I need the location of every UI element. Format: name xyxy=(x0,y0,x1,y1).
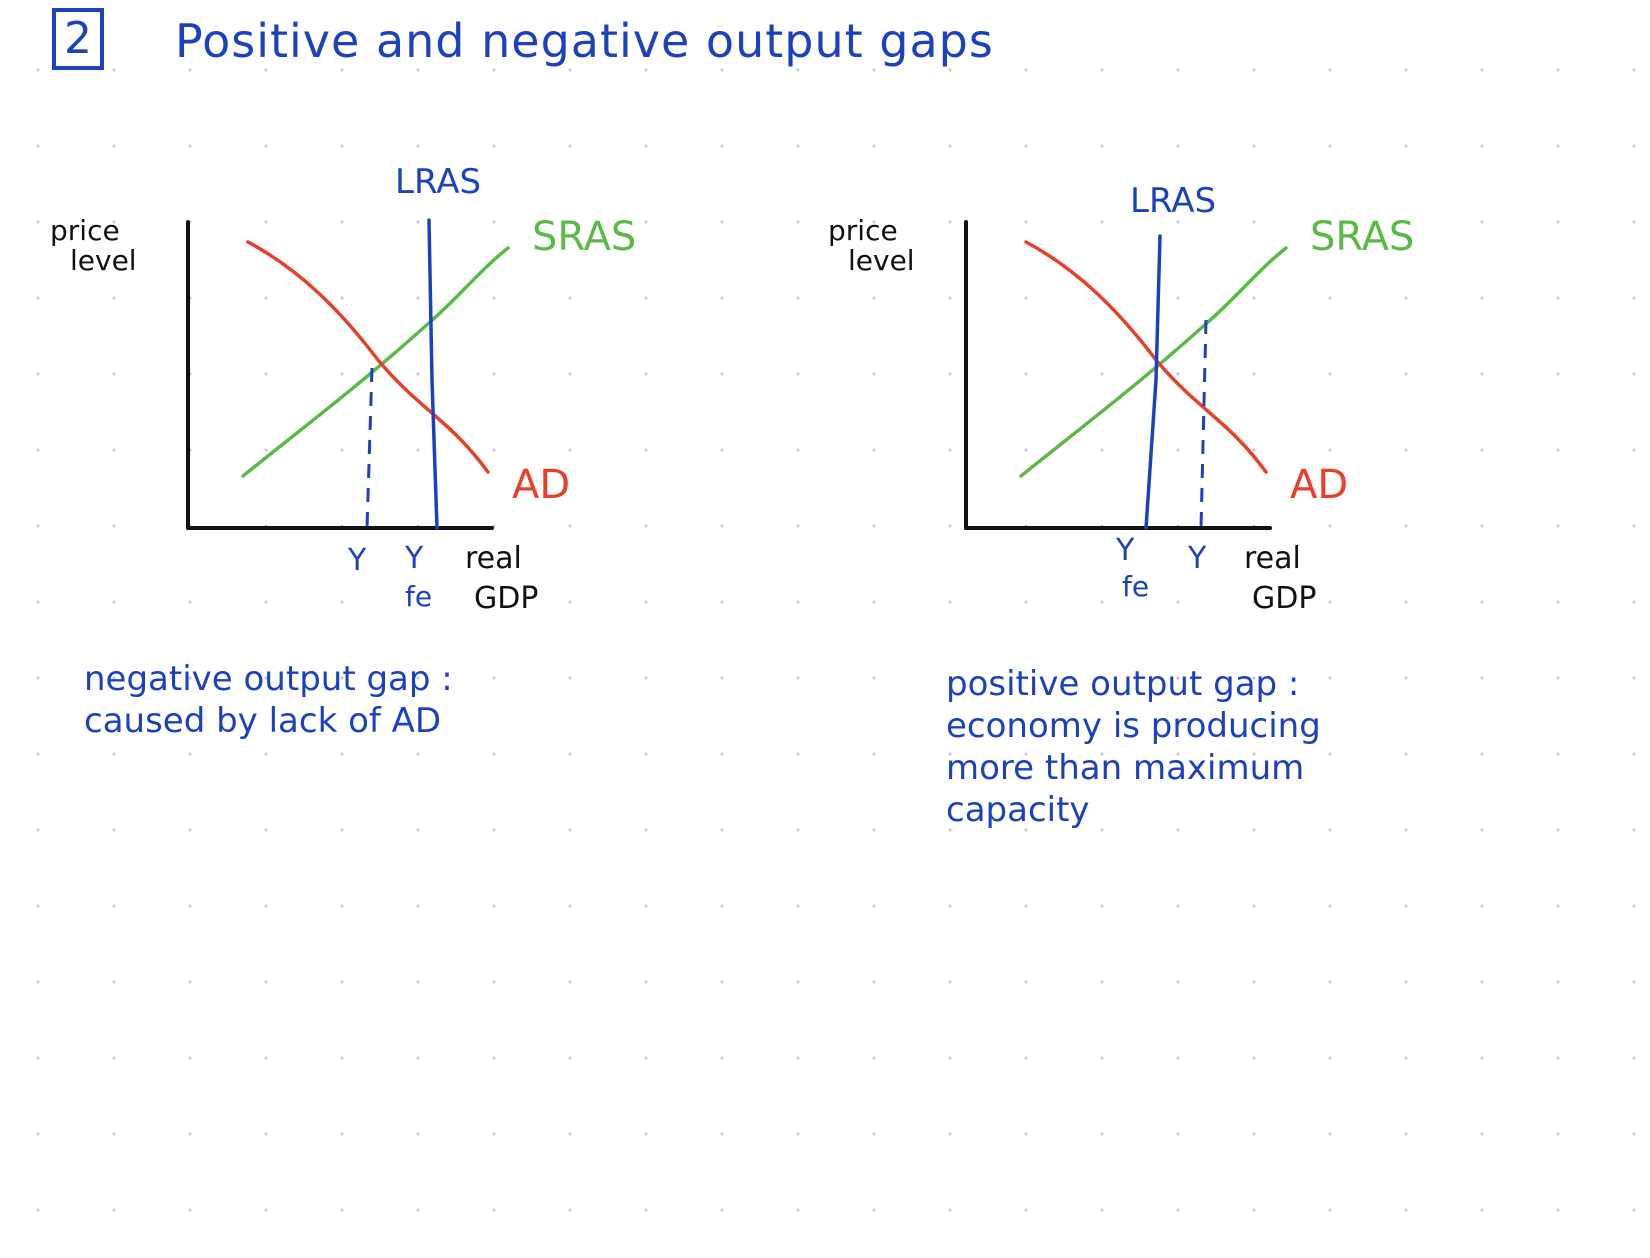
right-y-axis-label-line2: level xyxy=(848,244,915,277)
left-ad-label: AD xyxy=(512,462,570,508)
page-title: Positive and negative output gaps xyxy=(175,14,994,68)
right-sras-curve xyxy=(1019,246,1288,478)
left-x-axis-label-line2: GDP xyxy=(474,581,538,616)
right-note-line: capacity xyxy=(946,790,1090,830)
left-y-axis-label-line1: price xyxy=(50,214,120,247)
left-note: negative output gap : caused by lack of … xyxy=(84,658,453,742)
left-note-line: negative output gap : xyxy=(84,659,453,699)
left-x-axis-label-line1: real xyxy=(465,541,522,576)
right-lras-label: LRAS xyxy=(1130,181,1216,221)
left-x-tick-yfe-subscript: fe xyxy=(405,580,432,613)
left-y-dashed-line xyxy=(365,367,374,529)
right-x-tick-y: Y xyxy=(1187,541,1207,576)
right-sras-label: SRAS xyxy=(1310,214,1414,260)
left-sras-label: SRAS xyxy=(532,214,636,260)
right-note-line: more than maximum xyxy=(946,748,1305,788)
right-lras-curve xyxy=(1144,234,1162,530)
left-sras-curve xyxy=(241,246,510,478)
left-note-line: caused by lack of AD xyxy=(84,701,442,741)
right-x-axis-label-line2: GDP xyxy=(1252,581,1316,616)
right-x-tick-yfe-subscript: fe xyxy=(1122,570,1149,603)
right-x-tick-yfe: Y xyxy=(1115,533,1135,568)
left-lras-label: LRAS xyxy=(395,162,481,202)
left-x-tick-yfe: Y xyxy=(404,541,424,576)
right-note-line: economy is producing xyxy=(946,706,1321,746)
right-note: positive output gap : economy is produci… xyxy=(946,663,1321,831)
right-ad-curve xyxy=(1024,240,1268,474)
left-y-axis-label-line2: level xyxy=(70,244,137,277)
right-y-dashed-line xyxy=(1199,319,1208,529)
right-x-axis-label-line1: real xyxy=(1244,541,1301,576)
left-x-tick-y: Y xyxy=(347,543,367,578)
right-ad-label: AD xyxy=(1290,462,1348,508)
left-diagram: price level SRAS AD LRAS Y Y fe real GDP xyxy=(50,162,636,616)
section-number: 2 xyxy=(52,8,104,70)
right-y-axis-label-line1: price xyxy=(828,214,898,247)
left-lras-curve xyxy=(427,218,439,530)
right-note-line: positive output gap : xyxy=(946,664,1300,704)
left-ad-curve xyxy=(246,240,490,474)
right-diagram: price level SRAS AD LRAS Y fe Y real GDP xyxy=(828,181,1414,616)
